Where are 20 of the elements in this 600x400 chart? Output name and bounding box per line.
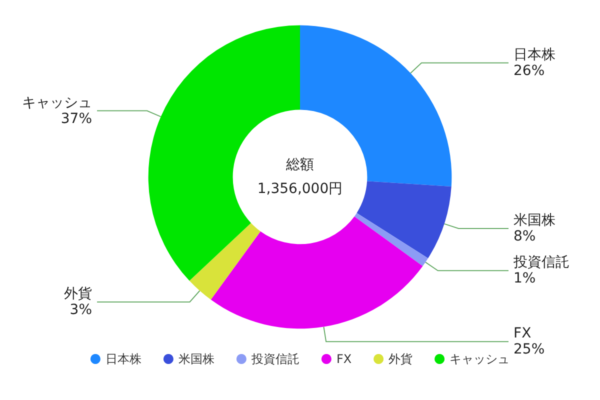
- slice-label: キャッシュ: [22, 94, 92, 111]
- slice-label: 日本株: [514, 46, 556, 63]
- legend-label: 日本株: [105, 352, 142, 366]
- data-label: 26%: [514, 62, 545, 79]
- legend-label: FX: [336, 352, 352, 366]
- slice-label: 米国株: [514, 212, 556, 228]
- data-label: 8%: [514, 228, 536, 244]
- data-label: 1%: [514, 270, 536, 287]
- text: 総額: [285, 157, 314, 173]
- data-label: 3%: [70, 302, 92, 318]
- slice-label: FX: [514, 326, 532, 342]
- data-label: 25%: [514, 342, 545, 358]
- legend-label: 米国株: [178, 352, 214, 366]
- legend-label: 外貨: [388, 352, 413, 366]
- slice-label: 外貨: [64, 286, 92, 302]
- text: 1,356,000円: [257, 181, 343, 197]
- slice-label: 投資信託: [512, 254, 570, 271]
- data-label: 37%: [60, 110, 92, 127]
- legend-label: 投資信託: [250, 352, 300, 366]
- legend-label: キャッシュ: [450, 352, 510, 366]
